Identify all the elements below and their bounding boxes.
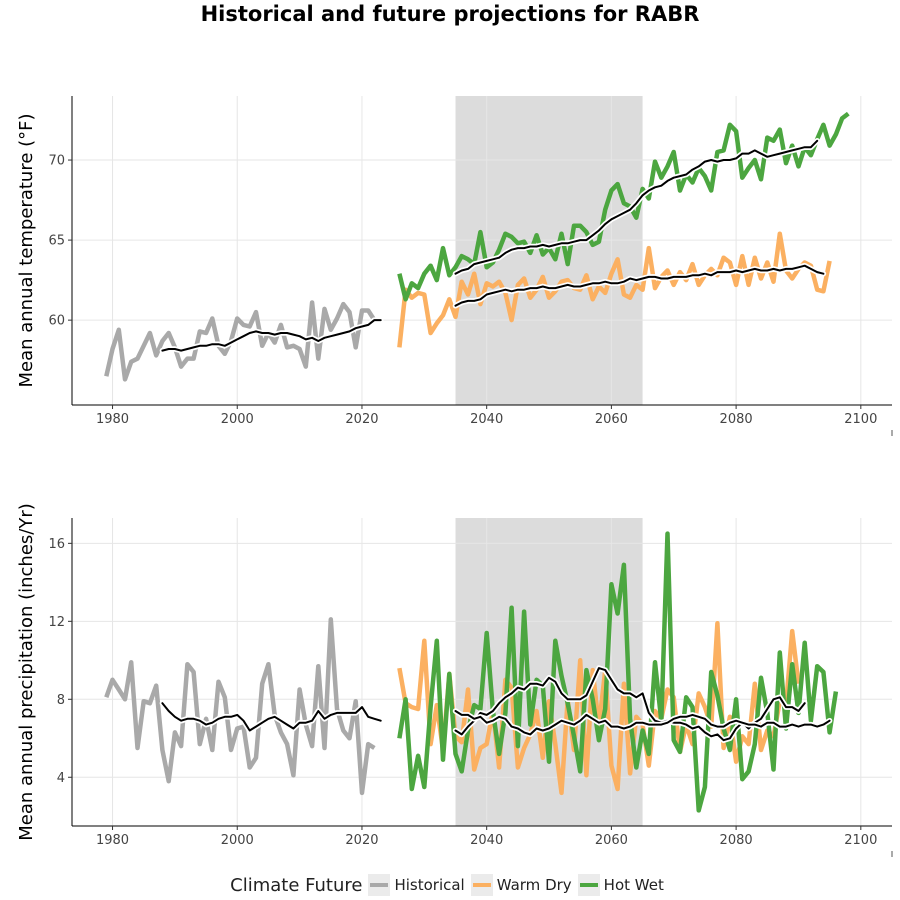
legend-item-historical: Historical [368,874,465,896]
legend-item-warm-dry: Warm Dry [470,874,572,896]
precipitation-x-tick-label: 2020 [345,833,378,848]
temperature-panel: 1980 2000 2020 2040 2060 2080 2100 60 65 70 Mean a… [16,96,893,436]
precipitation-y-tick-label: 16 [48,537,65,552]
legend-item-hot-wet: Hot Wet [577,874,664,896]
temperature-x-tick-label: 2040 [470,412,503,427]
precipitation-x-tick-label: 2080 [720,833,753,848]
chart-title: Historical and future projections for RA… [200,2,700,26]
temperature-x-tick-label: 1980 [96,412,129,427]
precipitation-series-historical-moving-average [161,702,382,732]
temperature-y-axis-label: Mean annual temperature (°F) [16,113,37,387]
precipitation-panel: 1980 2000 2020 2040 2060 2080 2100 4 8 12 16 Mean a… [16,503,893,857]
legend-key-historical [368,874,391,896]
temperature-x-tick-label: 2020 [345,412,378,427]
temperature-y-tick-label: 65 [48,234,65,249]
temperature-series-warm-dry-moving-average [454,264,825,307]
temperature-series-hot-wet-moving-average [454,139,819,275]
temperature-x-tick-label: 2080 [720,412,753,427]
legend-label-hot-wet: Hot Wet [603,876,664,894]
temperature-y-tick-label: 60 [48,314,65,329]
temperature-y-tick-label: 70 [48,154,65,169]
precipitation-series-warm-dry-moving-average [454,710,831,736]
temperature-x-tick-label: 2060 [595,412,628,427]
precipitation-x-tick-label: 2060 [595,833,628,848]
precipitation-x-tick-label: 2040 [470,833,503,848]
precipitation-series-historical [104,617,376,796]
temperature-x-tick-label: 2000 [221,412,254,427]
temperature-series-historical-moving-average [161,319,382,352]
precipitation-series-hot-wet [397,531,839,813]
legend: Climate Future Historical Warm Dry Hot W… [0,872,900,898]
precipitation-x-tick-label: 2100 [844,833,877,848]
precipitation-x-tick-label: 2000 [221,833,254,848]
legend-key-warm-dry [470,874,493,896]
precipitation-y-tick-label: 12 [48,615,65,630]
legend-label-warm-dry: Warm Dry [496,876,572,894]
precipitation-y-tick-label: 4 [57,771,65,786]
precipitation-y-tick-label: 8 [57,693,65,708]
precipitation-x-tick-label: 1980 [96,833,129,848]
legend-key-hot-wet [577,874,600,896]
precipitation-y-axis-label: Mean annual precipitation (inches/Yr) [16,503,37,841]
temperature-series-historical [104,300,377,382]
legend-label-historical: Historical [394,876,465,894]
legend-title: Climate Future [230,874,363,896]
temperature-x-tick-label: 2100 [844,412,877,427]
